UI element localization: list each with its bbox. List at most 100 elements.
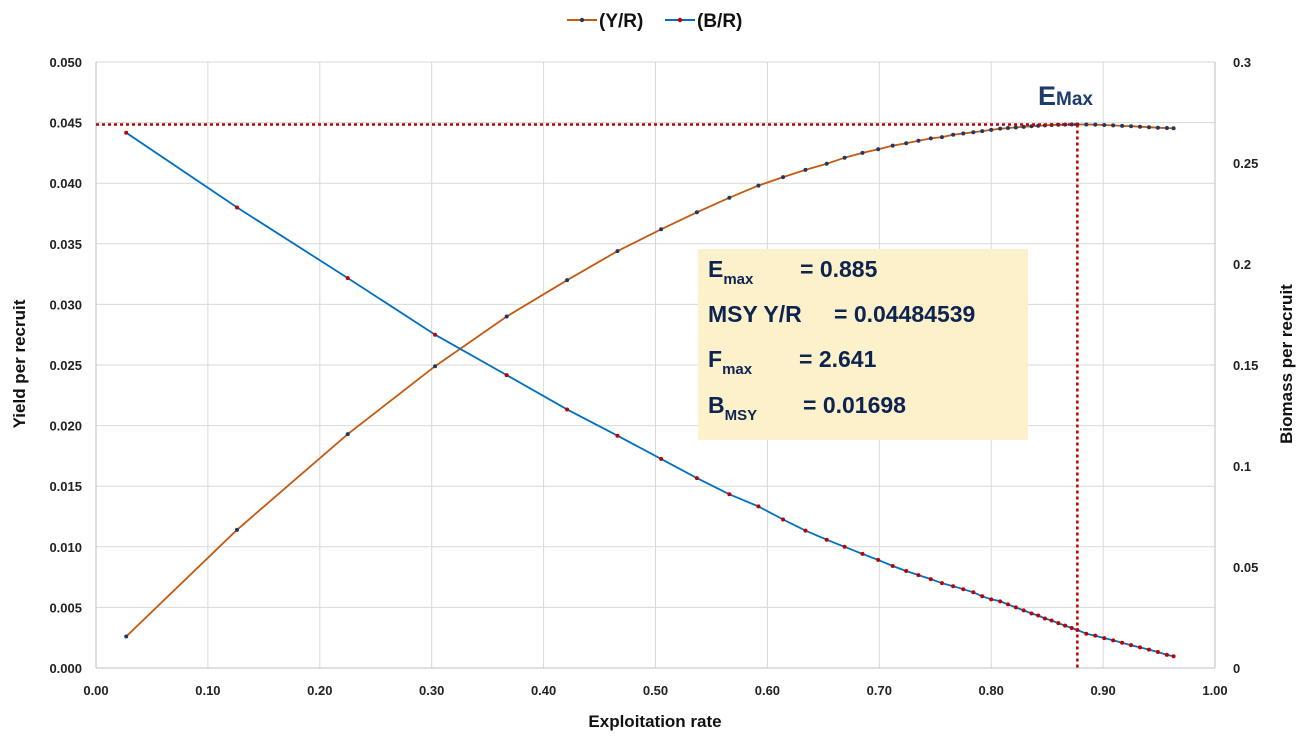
data-point-yr — [951, 132, 956, 137]
y-tick-label: 0.005 — [49, 600, 82, 615]
data-point-br — [1013, 605, 1018, 610]
x-tick-label: 0.20 — [307, 683, 332, 698]
data-point-br — [876, 557, 881, 562]
y-tick-label: 0.015 — [49, 479, 82, 494]
data-point-yr — [842, 155, 847, 160]
x-tick-label: 0.00 — [83, 683, 108, 698]
x-tick-label: 0.10 — [195, 683, 220, 698]
data-point-br — [727, 492, 732, 497]
x-tick-label: 1.00 — [1202, 683, 1227, 698]
y2-tick-label: 0.3 — [1233, 55, 1251, 70]
info-line-bmsy: BMSY = 0.01698 — [708, 392, 906, 424]
emax-label: E — [1038, 81, 1056, 111]
data-point-yr — [615, 249, 620, 254]
data-point-yr — [1171, 126, 1176, 131]
data-point-yr — [876, 147, 881, 152]
data-point-br — [756, 504, 761, 509]
data-point-yr — [1093, 122, 1098, 127]
data-point-br — [842, 544, 847, 549]
info-label-sub: max — [723, 271, 754, 288]
info-label: B — [708, 392, 725, 418]
data-point-br — [124, 130, 129, 135]
data-point-br — [1138, 645, 1143, 650]
data-point-yr — [1013, 125, 1018, 130]
data-point-yr — [1102, 123, 1107, 128]
data-point-br — [998, 599, 1003, 604]
info-label: MSY Y/R — [708, 301, 802, 327]
x-tick-labels: 0.00 0.10 0.20 0.30 0.40 0.50 0.60 0.70 0.80 0.90… — [83, 683, 1227, 698]
info-value: = 2.641 — [799, 346, 877, 372]
data-point-br — [565, 407, 570, 412]
data-point-yr — [1155, 125, 1160, 130]
legend: (Y/R) (B/R) — [567, 11, 742, 32]
info-line-emax: Emax = 0.885 — [708, 256, 878, 288]
data-point-br — [904, 569, 909, 574]
data-point-yr — [998, 126, 1003, 131]
legend-label-br: (B/R) — [697, 11, 742, 32]
data-point-br — [1155, 650, 1160, 655]
data-point-br — [1093, 633, 1098, 638]
axes — [95, 62, 1216, 669]
data-point-br — [928, 577, 933, 582]
data-point-yr — [1164, 126, 1169, 131]
data-point-br — [659, 456, 664, 461]
info-box: Emax = 0.885 MSY Y/R = 0.04484539 Fmax = 2.… — [698, 249, 1028, 440]
data-point-yr — [433, 364, 438, 369]
y-tick-label: 0.020 — [49, 419, 82, 434]
data-point-br — [1069, 626, 1074, 631]
emax-annotation: EMax — [1038, 81, 1093, 111]
info-label-sub: max — [722, 361, 753, 378]
data-point-yr — [1120, 123, 1125, 128]
data-point-br — [1005, 602, 1010, 607]
data-point-yr — [345, 432, 350, 437]
data-point-br — [1021, 608, 1026, 613]
data-point-yr — [1138, 124, 1143, 129]
data-point-br — [961, 587, 966, 592]
data-point-br — [1164, 652, 1169, 657]
info-line-msy: MSY Y/R = 0.04484539 — [708, 301, 975, 327]
data-point-yr — [1084, 122, 1089, 127]
y2-tick-labels: 0 0.05 0.1 0.15 0.2 0.25 0.3 — [1233, 55, 1258, 676]
x-tick-label: 0.30 — [419, 683, 444, 698]
y2-tick-label: 0.25 — [1233, 156, 1258, 171]
data-point-yr — [781, 175, 786, 180]
y2-axis-title: Biomass per recruit — [1277, 284, 1296, 444]
y-tick-label: 0.030 — [49, 297, 82, 312]
x-tick-label: 0.40 — [531, 683, 556, 698]
y2-tick-label: 0.05 — [1233, 560, 1258, 575]
y-tick-label: 0.045 — [49, 116, 82, 131]
data-point-br — [615, 433, 620, 438]
data-point-br — [980, 594, 985, 599]
data-point-br — [345, 276, 350, 281]
data-point-yr — [860, 150, 865, 155]
info-label: F — [708, 346, 722, 372]
data-point-yr — [1129, 124, 1134, 129]
y2-tick-label: 0 — [1233, 661, 1240, 676]
y-tick-label: 0.025 — [49, 358, 82, 373]
data-point-yr — [565, 278, 570, 283]
data-point-br — [1129, 643, 1134, 648]
data-point-yr — [124, 634, 129, 639]
data-point-yr — [803, 167, 808, 172]
data-point-br — [1120, 640, 1125, 645]
grid-lines — [95, 61, 1216, 669]
data-point-yr — [659, 227, 664, 232]
emax-label-sub: Max — [1056, 89, 1093, 110]
y-tick-label: 0.010 — [49, 540, 82, 555]
data-point-br — [1056, 621, 1061, 626]
y-tick-label: 0.040 — [49, 176, 82, 191]
data-point-br — [1049, 618, 1054, 623]
data-point-br — [1084, 631, 1089, 636]
data-point-yr — [694, 210, 699, 215]
data-point-yr — [971, 130, 976, 135]
data-point-yr — [980, 129, 985, 134]
data-point-yr — [234, 527, 239, 532]
data-point-br — [1063, 623, 1068, 628]
data-point-yr — [1005, 126, 1010, 131]
data-point-br — [951, 584, 956, 589]
data-point-br — [433, 332, 438, 337]
info-value: = 0.885 — [800, 256, 878, 282]
data-point-br — [803, 528, 808, 533]
data-point-br — [694, 476, 699, 481]
